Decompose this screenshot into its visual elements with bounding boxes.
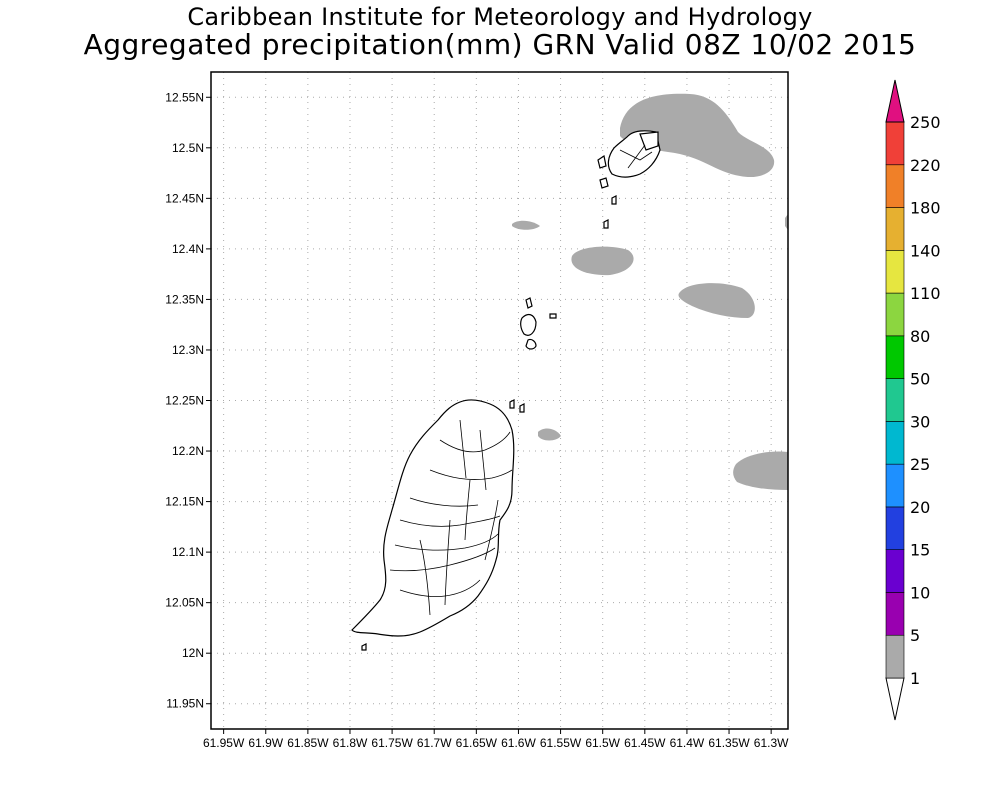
lat-tick-label: 12.25N xyxy=(165,394,204,408)
islet-3 xyxy=(611,195,617,205)
colorbar-segment xyxy=(885,121,905,166)
lat-tick-label: 11.95N xyxy=(166,697,204,711)
precip-patch-small-west xyxy=(512,220,540,230)
lat-tick-label: 12.2N xyxy=(172,444,204,458)
colorbar-label: 180 xyxy=(910,199,941,218)
colorbar-label: 220 xyxy=(910,156,941,175)
lon-tick-label: 61.3W xyxy=(754,736,789,750)
colorbar-segment xyxy=(885,164,905,208)
colorbar-label: 110 xyxy=(910,284,941,303)
lat-tick-label: 12.4N xyxy=(172,242,204,256)
lon-tick-label: 61.65W xyxy=(456,736,498,750)
colorbar-label: 140 xyxy=(910,241,941,260)
lat-tick-label: 12.5N xyxy=(172,141,204,155)
lon-tick-label: 61.8W xyxy=(333,736,368,750)
lat-tick-label: 12.45N xyxy=(165,191,204,205)
colorbar-segment xyxy=(885,463,905,508)
islet-10 xyxy=(361,643,367,651)
precip-patch-east xyxy=(678,283,755,318)
lon-tick-label: 61.4W xyxy=(670,736,705,750)
lat-tick-label: 12.15N xyxy=(165,495,204,509)
colorbar-label: 80 xyxy=(910,327,930,346)
parish-boundaries xyxy=(389,144,653,616)
precip-patch-near-grenada xyxy=(538,428,561,441)
lat-tick-label: 12N xyxy=(182,646,204,660)
islet-2 xyxy=(599,177,609,189)
precip-patch-middle xyxy=(571,246,634,276)
lon-tick-label: 61.35W xyxy=(708,736,750,750)
colorbar-segment xyxy=(885,549,905,593)
colorbar-segment xyxy=(885,250,905,294)
lat-tick-label: 12.3N xyxy=(172,343,204,357)
colorbar-label: 15 xyxy=(910,541,930,560)
lat-tick-label: 12.55N xyxy=(165,90,204,104)
colorbar-label: 30 xyxy=(910,412,930,431)
longitude-axis: 61.95W 61.9W 61.85W 61.8W 61.75W 61.7W 61.65W 6… xyxy=(203,729,789,750)
lat-tick-label: 12.05N xyxy=(165,596,204,610)
colorbar-segment xyxy=(885,378,905,422)
islet-7 xyxy=(549,313,557,319)
lon-tick-label: 61.45W xyxy=(624,736,666,750)
lon-tick-label: 61.75W xyxy=(371,736,413,750)
colorbar-label: 25 xyxy=(910,455,930,474)
colorbar-segment xyxy=(885,506,905,550)
islet-9 xyxy=(519,403,525,413)
colorbar-label: 10 xyxy=(910,583,930,602)
lon-tick-label: 61.5W xyxy=(585,736,620,750)
chart-title-line1: Caribbean Institute for Meteorology and … xyxy=(187,3,813,31)
chart-title-line2: Aggregated precipitation(mm) GRN Valid 0… xyxy=(83,28,917,61)
precip-patch-north xyxy=(620,93,775,178)
islet-8 xyxy=(509,399,515,409)
colorbar-segment xyxy=(885,634,905,679)
islet-4 xyxy=(603,219,609,229)
lat-tick-label: 12.1N xyxy=(172,545,204,559)
ronde-island xyxy=(520,313,537,336)
islet-5 xyxy=(525,297,533,309)
islet-1 xyxy=(597,155,607,169)
colorbar-label: 250 xyxy=(910,113,941,132)
lon-tick-label: 61.7W xyxy=(417,736,452,750)
latitude-axis: 12.55N 12.5N 12.45N 12.4N 12.35N 12.3N 12.25N 1… xyxy=(165,90,211,711)
precip-patch-southeast xyxy=(733,451,788,490)
colorbar-low-arrow xyxy=(885,677,905,721)
lon-tick-label: 61.9W xyxy=(248,736,283,750)
lat-tick-label: 12.35N xyxy=(165,292,204,306)
colorbar-segment xyxy=(885,207,905,251)
colorbar-label: 20 xyxy=(910,498,930,517)
colorbar-label: 1 xyxy=(910,669,920,688)
islet-6 xyxy=(525,338,537,350)
colorbar-label: 5 xyxy=(910,626,920,645)
lon-tick-label: 61.6W xyxy=(501,736,536,750)
lon-tick-label: 61.85W xyxy=(287,736,329,750)
colorbar-segment xyxy=(885,292,905,337)
colorbar-segment xyxy=(885,592,905,636)
lon-tick-label: 61.95W xyxy=(203,736,245,750)
colorbar-segment xyxy=(885,421,905,465)
grenada-island xyxy=(351,399,515,637)
lon-tick-label: 61.55W xyxy=(540,736,582,750)
precipitation-areas xyxy=(512,93,788,490)
colorbar-label: 50 xyxy=(910,370,930,389)
colorbar-high-arrow xyxy=(885,79,905,123)
colorbar-segment xyxy=(885,335,905,379)
